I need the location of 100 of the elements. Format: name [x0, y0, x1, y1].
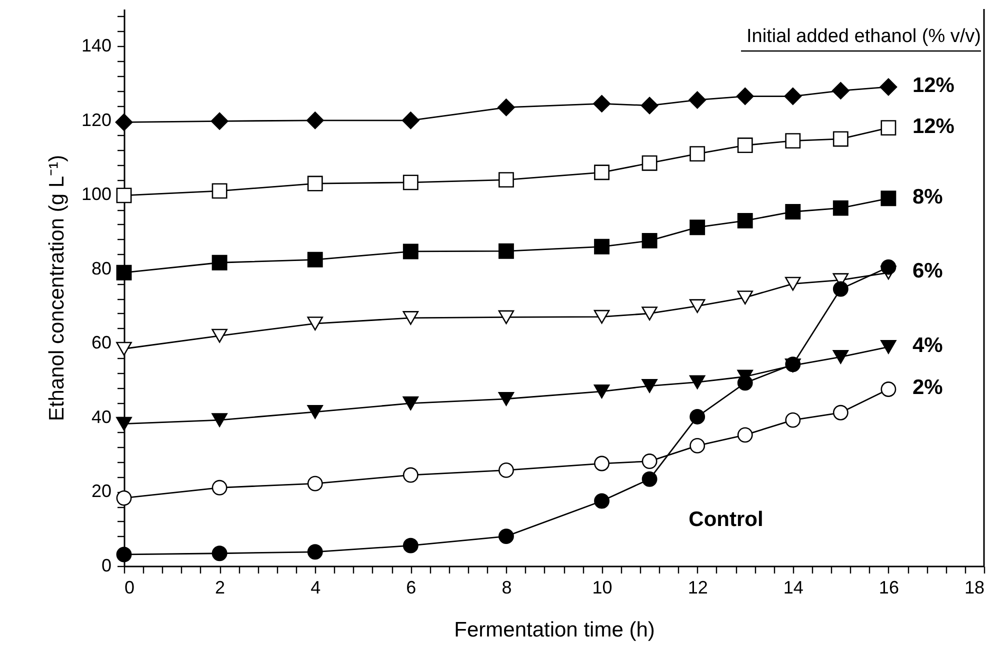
point	[307, 544, 323, 560]
x-tick-label: 12	[688, 578, 708, 598]
point	[212, 183, 228, 199]
point	[832, 82, 850, 100]
y-tick-label: 0	[101, 556, 112, 576]
y-axis-title: Ethanol concentration (g L⁻¹)	[45, 154, 68, 422]
y-tick-label: 20	[91, 481, 112, 502]
annotation: Control	[688, 508, 764, 531]
point	[306, 112, 324, 130]
series-label: 4%	[912, 334, 944, 357]
point	[116, 264, 132, 280]
point	[640, 96, 658, 114]
point	[498, 392, 514, 406]
point	[594, 456, 610, 472]
x-axis-title: Fermentation time (h)	[454, 618, 655, 642]
point	[784, 276, 801, 291]
point	[737, 290, 754, 304]
point	[402, 467, 418, 483]
point	[832, 200, 848, 216]
point	[832, 281, 848, 297]
point	[737, 212, 753, 228]
point	[307, 316, 324, 330]
point	[116, 416, 132, 431]
point	[880, 382, 896, 397]
y-tick-label: 120	[81, 110, 112, 130]
point	[116, 546, 132, 562]
point	[832, 350, 849, 364]
point	[402, 174, 418, 190]
point	[212, 480, 228, 496]
point	[498, 98, 515, 116]
point	[307, 176, 323, 192]
point	[402, 538, 418, 554]
point	[642, 155, 658, 171]
series-label: 12%	[912, 74, 955, 97]
x-tick-label: 8	[502, 578, 512, 598]
point	[642, 232, 658, 248]
point	[689, 299, 706, 313]
point	[498, 462, 514, 478]
point	[307, 404, 324, 419]
point	[212, 328, 228, 343]
y-tick-label: 100	[81, 184, 112, 204]
x-tick-label: 16	[878, 578, 899, 598]
point	[880, 78, 898, 96]
point	[642, 378, 658, 393]
point	[116, 342, 132, 356]
point	[880, 120, 896, 136]
point	[402, 112, 420, 130]
series-label: 2%	[912, 376, 944, 400]
point	[785, 133, 801, 149]
legend-title: Initial added ethanol (% v/v)	[746, 26, 981, 47]
point	[593, 94, 610, 112]
x-tick-label: 18	[964, 578, 984, 598]
point	[642, 471, 658, 487]
point	[594, 310, 610, 324]
point	[736, 88, 754, 105]
y-tick-label: 60	[91, 332, 112, 353]
point	[115, 114, 133, 131]
point	[785, 412, 801, 428]
point	[498, 243, 514, 259]
point	[307, 252, 323, 268]
point	[594, 164, 610, 180]
point	[212, 413, 228, 427]
x-tick-label: 0	[124, 578, 135, 598]
point	[210, 112, 228, 130]
series-label: 6%	[912, 260, 944, 283]
point	[737, 375, 753, 391]
point	[690, 409, 706, 424]
point	[594, 384, 610, 398]
point	[642, 454, 658, 469]
point	[402, 244, 418, 260]
point	[594, 493, 610, 509]
y-tick-label: 80	[91, 258, 112, 278]
x-tick-label: 10	[592, 578, 612, 598]
point	[594, 238, 610, 254]
series-label: 8%	[912, 185, 944, 208]
point	[307, 476, 323, 492]
series-label: 12%	[912, 114, 955, 138]
point	[212, 254, 228, 270]
point	[212, 546, 228, 562]
point	[402, 396, 419, 410]
x-tick-label: 14	[783, 578, 804, 598]
point	[498, 310, 514, 324]
point	[737, 138, 753, 153]
x-tick-label: 4	[310, 578, 321, 598]
point	[784, 88, 802, 105]
point	[785, 204, 801, 220]
point	[880, 340, 896, 354]
point	[116, 490, 132, 506]
x-tick-label: 6	[406, 578, 416, 598]
y-tick-label: 140	[81, 36, 112, 56]
point	[737, 427, 753, 443]
point	[402, 311, 419, 325]
point	[832, 404, 848, 420]
point	[690, 220, 706, 236]
point	[689, 375, 706, 390]
point	[832, 131, 848, 147]
point	[116, 188, 132, 204]
point	[880, 190, 896, 206]
point	[690, 438, 706, 454]
point	[498, 172, 514, 188]
